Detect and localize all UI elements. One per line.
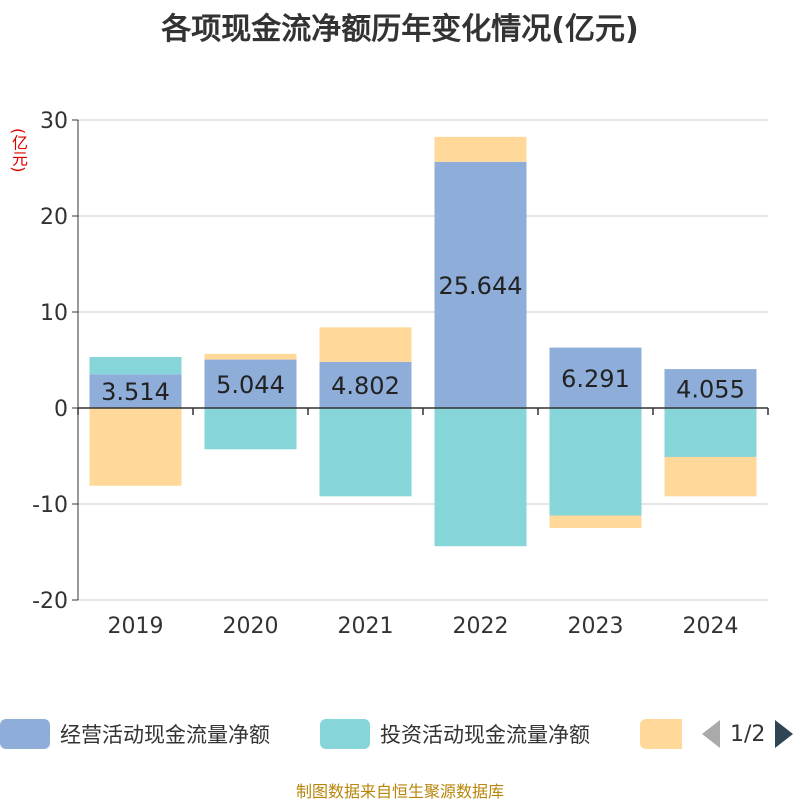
y-tick-label-0: 0 (54, 397, 68, 422)
y-tick-label--20: -20 (32, 589, 68, 614)
bar-series1-2024 (664, 408, 757, 457)
bar-series2-2021 (319, 327, 412, 362)
bar-series2-2022 (434, 136, 527, 162)
legend-swatch-operating (0, 719, 50, 749)
bar-series1-2023 (549, 408, 642, 516)
data-label-2021: 4.802 (331, 372, 400, 400)
data-label-2024: 4.055 (676, 376, 745, 404)
legend-item-investing[interactable]: 投资活动现金流量净额 (320, 712, 590, 756)
y-axis-unit-label: (亿元) (9, 127, 28, 173)
data-labels: 3.514 5.044 4.802 25.644 6.291 4.055 (101, 272, 745, 406)
bar-series1-2022 (434, 408, 527, 547)
y-tick-label-10: 10 (40, 301, 68, 326)
bar-series2-2020 (204, 353, 297, 360)
x-category-label-2021: 2021 (338, 614, 394, 639)
bar-series0-2019 (89, 374, 182, 408)
legend-next-page-icon[interactable] (775, 720, 794, 748)
bar-series1-2020 (204, 408, 297, 450)
legend-item-financing[interactable] (640, 712, 692, 756)
legend-page-indicator: 1/2 (730, 721, 766, 747)
x-category-label-2019: 2019 (108, 614, 164, 639)
legend-item-operating[interactable]: 经营活动现金流量净额 (0, 712, 270, 756)
x-category-label-2020: 2020 (223, 614, 279, 639)
bar-series1-2021 (319, 408, 412, 497)
bar-series0-2023 (549, 347, 642, 408)
data-source-note: 制图数据来自恒生聚源数据库 (295, 782, 504, 801)
x-category-label-2023: 2023 (568, 614, 624, 639)
legend-pager: 1/2 (700, 712, 800, 756)
x-category-label-2022: 2022 (453, 614, 509, 639)
legend-label-operating: 经营活动现金流量净额 (60, 723, 270, 747)
legend-prev-page-icon[interactable] (702, 720, 720, 748)
bar-series0-2021 (319, 361, 412, 408)
legend-swatch-investing (320, 719, 370, 749)
data-label-2022: 25.644 (439, 272, 523, 300)
bar-series2-2023 (549, 515, 642, 528)
grid-lines (78, 119, 768, 601)
chart-title: 各项现金流净额历年变化情况(亿元) (161, 12, 639, 47)
bars (89, 136, 757, 547)
bar-series0-2024 (664, 369, 757, 408)
bar-series2-2024 (664, 456, 757, 497)
bar-series1-2019 (89, 356, 182, 375)
y-tick-label-30: 30 (40, 109, 68, 134)
axes: -20 -10 0 10 20 30 2019 2020 2021 2022 2023 2024 (32, 109, 769, 639)
bar-series0-2022 (434, 161, 527, 408)
legend-swatch-financing (640, 719, 682, 749)
y-tick-label-20: 20 (40, 205, 68, 230)
bar-series2-2019 (89, 408, 182, 486)
bar-series0-2020 (204, 359, 297, 408)
data-label-2020: 5.044 (216, 371, 285, 399)
data-label-2023: 6.291 (561, 365, 630, 393)
data-label-2019: 3.514 (101, 378, 170, 406)
y-tick-label--10: -10 (32, 493, 68, 518)
legend-label-investing: 投资活动现金流量净额 (380, 723, 590, 747)
x-category-label-2024: 2024 (683, 614, 739, 639)
legend: 经营活动现金流量净额 投资活动现金流量净额 (0, 712, 800, 756)
